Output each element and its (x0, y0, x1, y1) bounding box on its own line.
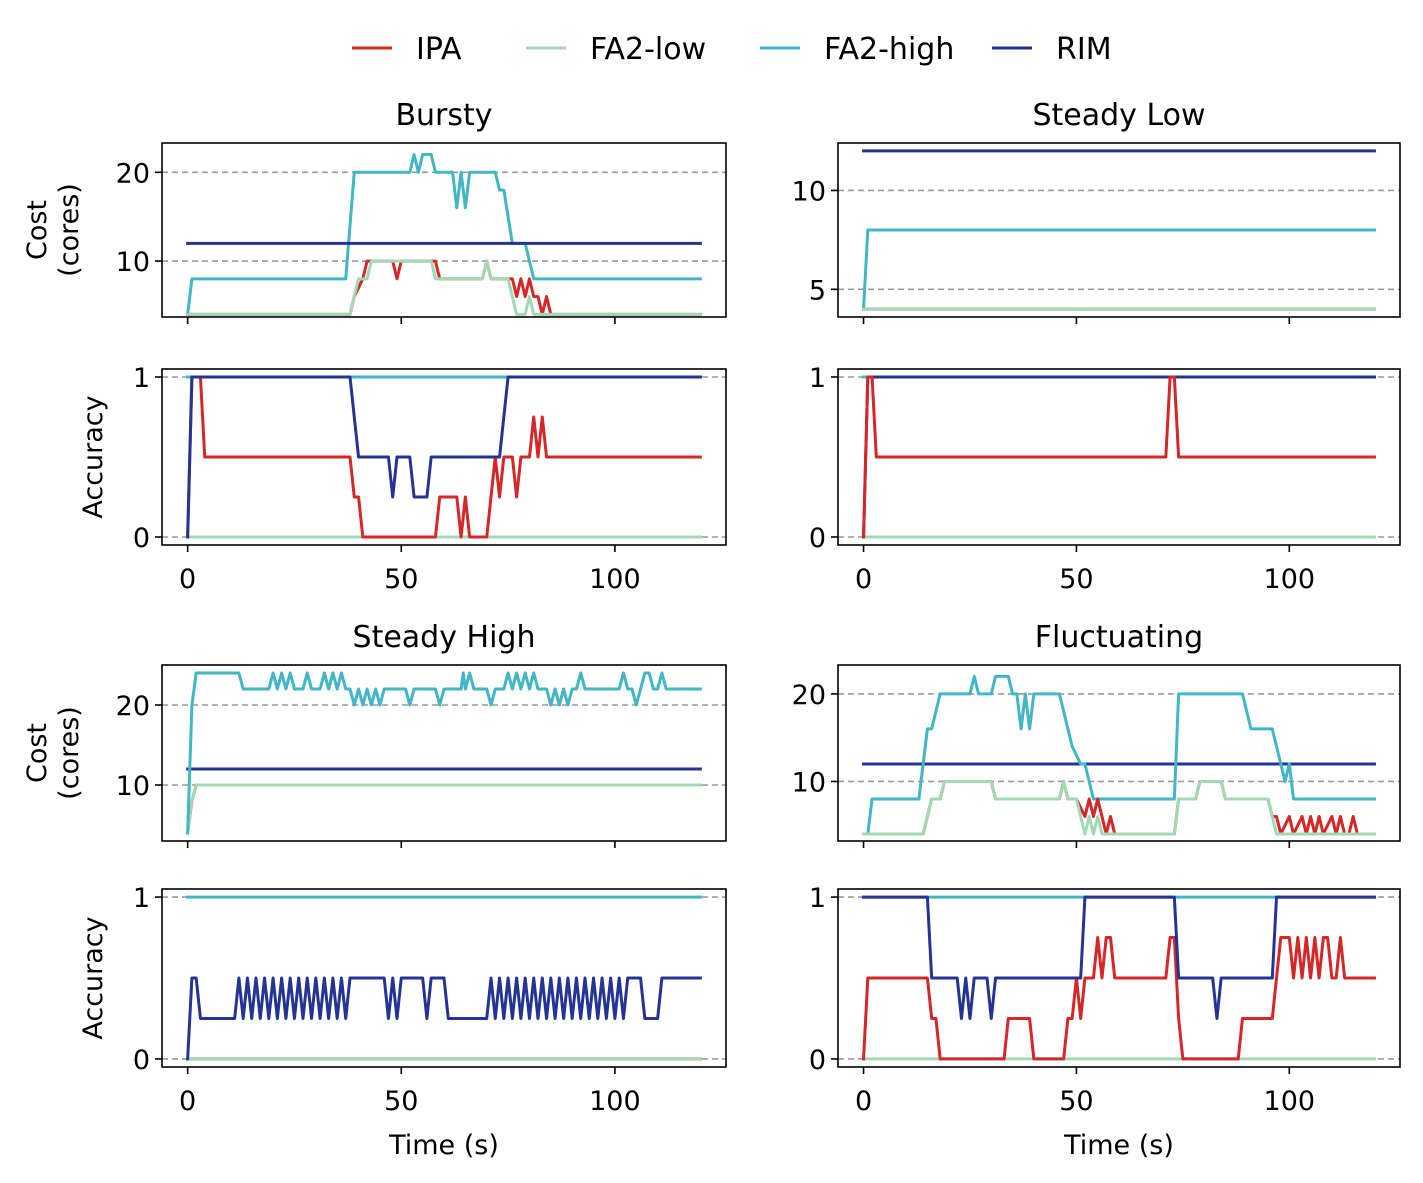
panel-steady-high-cost-ylabel-line1: Cost (22, 723, 53, 783)
panel-steady-low-accuracy-xtick-label: 50 (1059, 564, 1093, 595)
panel-steady-high-cost-ylabel-line2: (cores) (54, 706, 85, 800)
panel-bursty-cost-series-fa2-high (185, 153, 702, 317)
panel-steady-high-cost-series-ipa (185, 783, 702, 835)
panel-fluctuating-accuracy-xtick-label: 50 (1059, 1086, 1093, 1117)
panel-steady-high-accuracy-ylabel: Accuracy (78, 916, 109, 1039)
panel-steady-low-accuracy-xtick-label: 0 (855, 564, 872, 595)
panel-steady-high-cost-series-group (185, 671, 702, 835)
panel-bursty-accuracy-xtick-label: 100 (589, 564, 641, 595)
panel-steady-high-accuracy-series-group (186, 895, 702, 1061)
panel-bursty-cost-ylabel-line1: Cost (22, 200, 53, 260)
legend-label-fa2-low: FA2-low (590, 32, 706, 67)
panel-fluctuating-accuracy-frame (837, 888, 1401, 1068)
panel-steady-low-accuracy-ytick-label: 0 (809, 523, 826, 554)
panel-steady-high-cost-series-fa2-high (186, 671, 702, 835)
panel-bursty-cost-series-ipa (186, 259, 702, 316)
panel-bursty-cost-series-group (185, 153, 702, 317)
legend-item-fa2-high: FA2-high (760, 32, 954, 67)
panel-fluctuating-accuracy-xtick-label: 0 (855, 1086, 872, 1117)
panel-bursty-accuracy-ytick-label: 1 (133, 363, 150, 394)
legend-item-rim: RIM (992, 32, 1112, 67)
panel-bursty-accuracy-frame (161, 368, 727, 546)
panel-steady-low-cost: 5 10 (792, 142, 1401, 324)
panel-fluctuating-cost: 10 20 (792, 664, 1401, 848)
panel-steady-high-accuracy-xtick-label: 0 (179, 1086, 196, 1117)
legend-label-fa2-high: FA2-high (824, 32, 954, 67)
panel-steady-low-accuracy-series-group (862, 375, 1376, 539)
panel-bursty-cost-ytick-label: 10 (116, 247, 150, 278)
panel-fluctuating-cost-series-fa2-low (862, 779, 1376, 836)
panel-bursty-accuracy-series-ipa (186, 375, 702, 539)
panel-steady-low-cost-ytick-label: 10 (792, 176, 826, 207)
panel-steady-high-accuracy-frame (161, 888, 727, 1068)
panel-steady-high-accuracy-ytick-label: 1 (133, 883, 150, 914)
panel-bursty-cost-frame (161, 142, 727, 318)
panel-bursty-cost: 10 20 Cost (cores) (22, 142, 727, 324)
panel-steady-high-title: Steady High (353, 620, 536, 655)
panel-steady-low-accuracy-series-ipa (862, 375, 1376, 539)
legend-label-rim: RIM (1056, 32, 1112, 67)
panel-steady-high-cost-frame (161, 664, 727, 842)
panel-steady-high-accuracy-xtick-label: 100 (589, 1086, 641, 1117)
panel-fluctuating-xlabel: Time (s) (1063, 1130, 1174, 1161)
panel-fluctuating-cost-series-fa2-high (862, 674, 1376, 836)
panel-fluctuating-cost-frame (837, 664, 1401, 842)
panel-bursty-accuracy-xtick-label: 0 (179, 564, 196, 595)
panel-bursty-title: Bursty (395, 98, 492, 133)
panel-bursty-accuracy-series-rim (186, 375, 702, 539)
panel-bursty-accuracy-xtick-label: 50 (384, 564, 418, 595)
panel-bursty-accuracy-ytick-label: 0 (133, 523, 150, 554)
panel-steady-low-accuracy: 0 1 0 50 100 (809, 363, 1401, 595)
panel-steady-low-title: Steady Low (1032, 98, 1205, 133)
panel-bursty-accuracy: 0 1 0 50 100 Accuracy (78, 363, 727, 595)
panel-steady-low-cost-frame (837, 142, 1401, 318)
panel-fluctuating-cost-ytick-label: 10 (792, 767, 826, 798)
panel-steady-low-accuracy-ytick-label: 1 (809, 363, 826, 394)
panel-fluctuating-cost-ytick-label: 20 (792, 680, 826, 711)
panel-steady-high-cost-ytick-label: 10 (116, 771, 150, 802)
panel-steady-high-accuracy-series-rim (186, 976, 702, 1061)
panel-steady-low-accuracy-frame (837, 368, 1401, 546)
panel-steady-high-accuracy-ytick-label: 0 (133, 1045, 150, 1076)
legend-item-ipa: IPA (352, 32, 462, 67)
panel-fluctuating-cost-series-ipa (862, 779, 1376, 836)
legend-label-ipa: IPA (416, 32, 462, 67)
panel-fluctuating-accuracy-series-rim (862, 895, 1376, 1020)
panel-fluctuating-accuracy-ytick-label: 1 (809, 883, 826, 914)
panel-bursty-accuracy-series-group (186, 375, 702, 539)
panel-fluctuating-cost-series-group (862, 674, 1376, 836)
legend-item-fa2-low: FA2-low (526, 32, 706, 67)
panel-fluctuating-accuracy-series-group (861, 895, 1376, 1061)
panel-fluctuating-accuracy-ytick-label: 0 (809, 1045, 826, 1076)
panel-steady-high-cost-series-fa2-low (185, 783, 702, 835)
panel-steady-high-accuracy-xtick-label: 50 (384, 1086, 418, 1117)
panel-steady-high-accuracy: 0 1 0 50 100 Accuracy (78, 883, 727, 1117)
panel-bursty-cost-series-fa2-low (186, 259, 702, 316)
panel-steady-low-cost-series-group (861, 149, 1376, 311)
panel-steady-high-cost-ytick-label: 20 (116, 691, 150, 722)
panel-steady-low-cost-ytick-label: 5 (809, 275, 826, 306)
panel-bursty-cost-ytick-label: 20 (116, 158, 150, 189)
panel-steady-high-xlabel: Time (s) (388, 1130, 499, 1161)
panel-fluctuating-accuracy-series-ipa (861, 936, 1376, 1061)
panel-bursty-accuracy-ylabel: Accuracy (78, 395, 109, 518)
panel-steady-low-accuracy-xtick-label: 100 (1264, 564, 1316, 595)
panel-steady-high-cost: 10 20 Cost (cores) (22, 664, 727, 848)
panel-fluctuating-title: Fluctuating (1035, 620, 1203, 655)
legend: IPA FA2-low FA2-high RIM (352, 32, 1112, 67)
panel-bursty-cost-ylabel-line2: (cores) (54, 183, 85, 277)
panel-steady-low-cost-series-fa2-high (861, 228, 1376, 311)
panel-fluctuating-accuracy-xtick-label: 100 (1264, 1086, 1316, 1117)
panel-fluctuating-accuracy: 0 1 0 50 100 (809, 883, 1401, 1117)
